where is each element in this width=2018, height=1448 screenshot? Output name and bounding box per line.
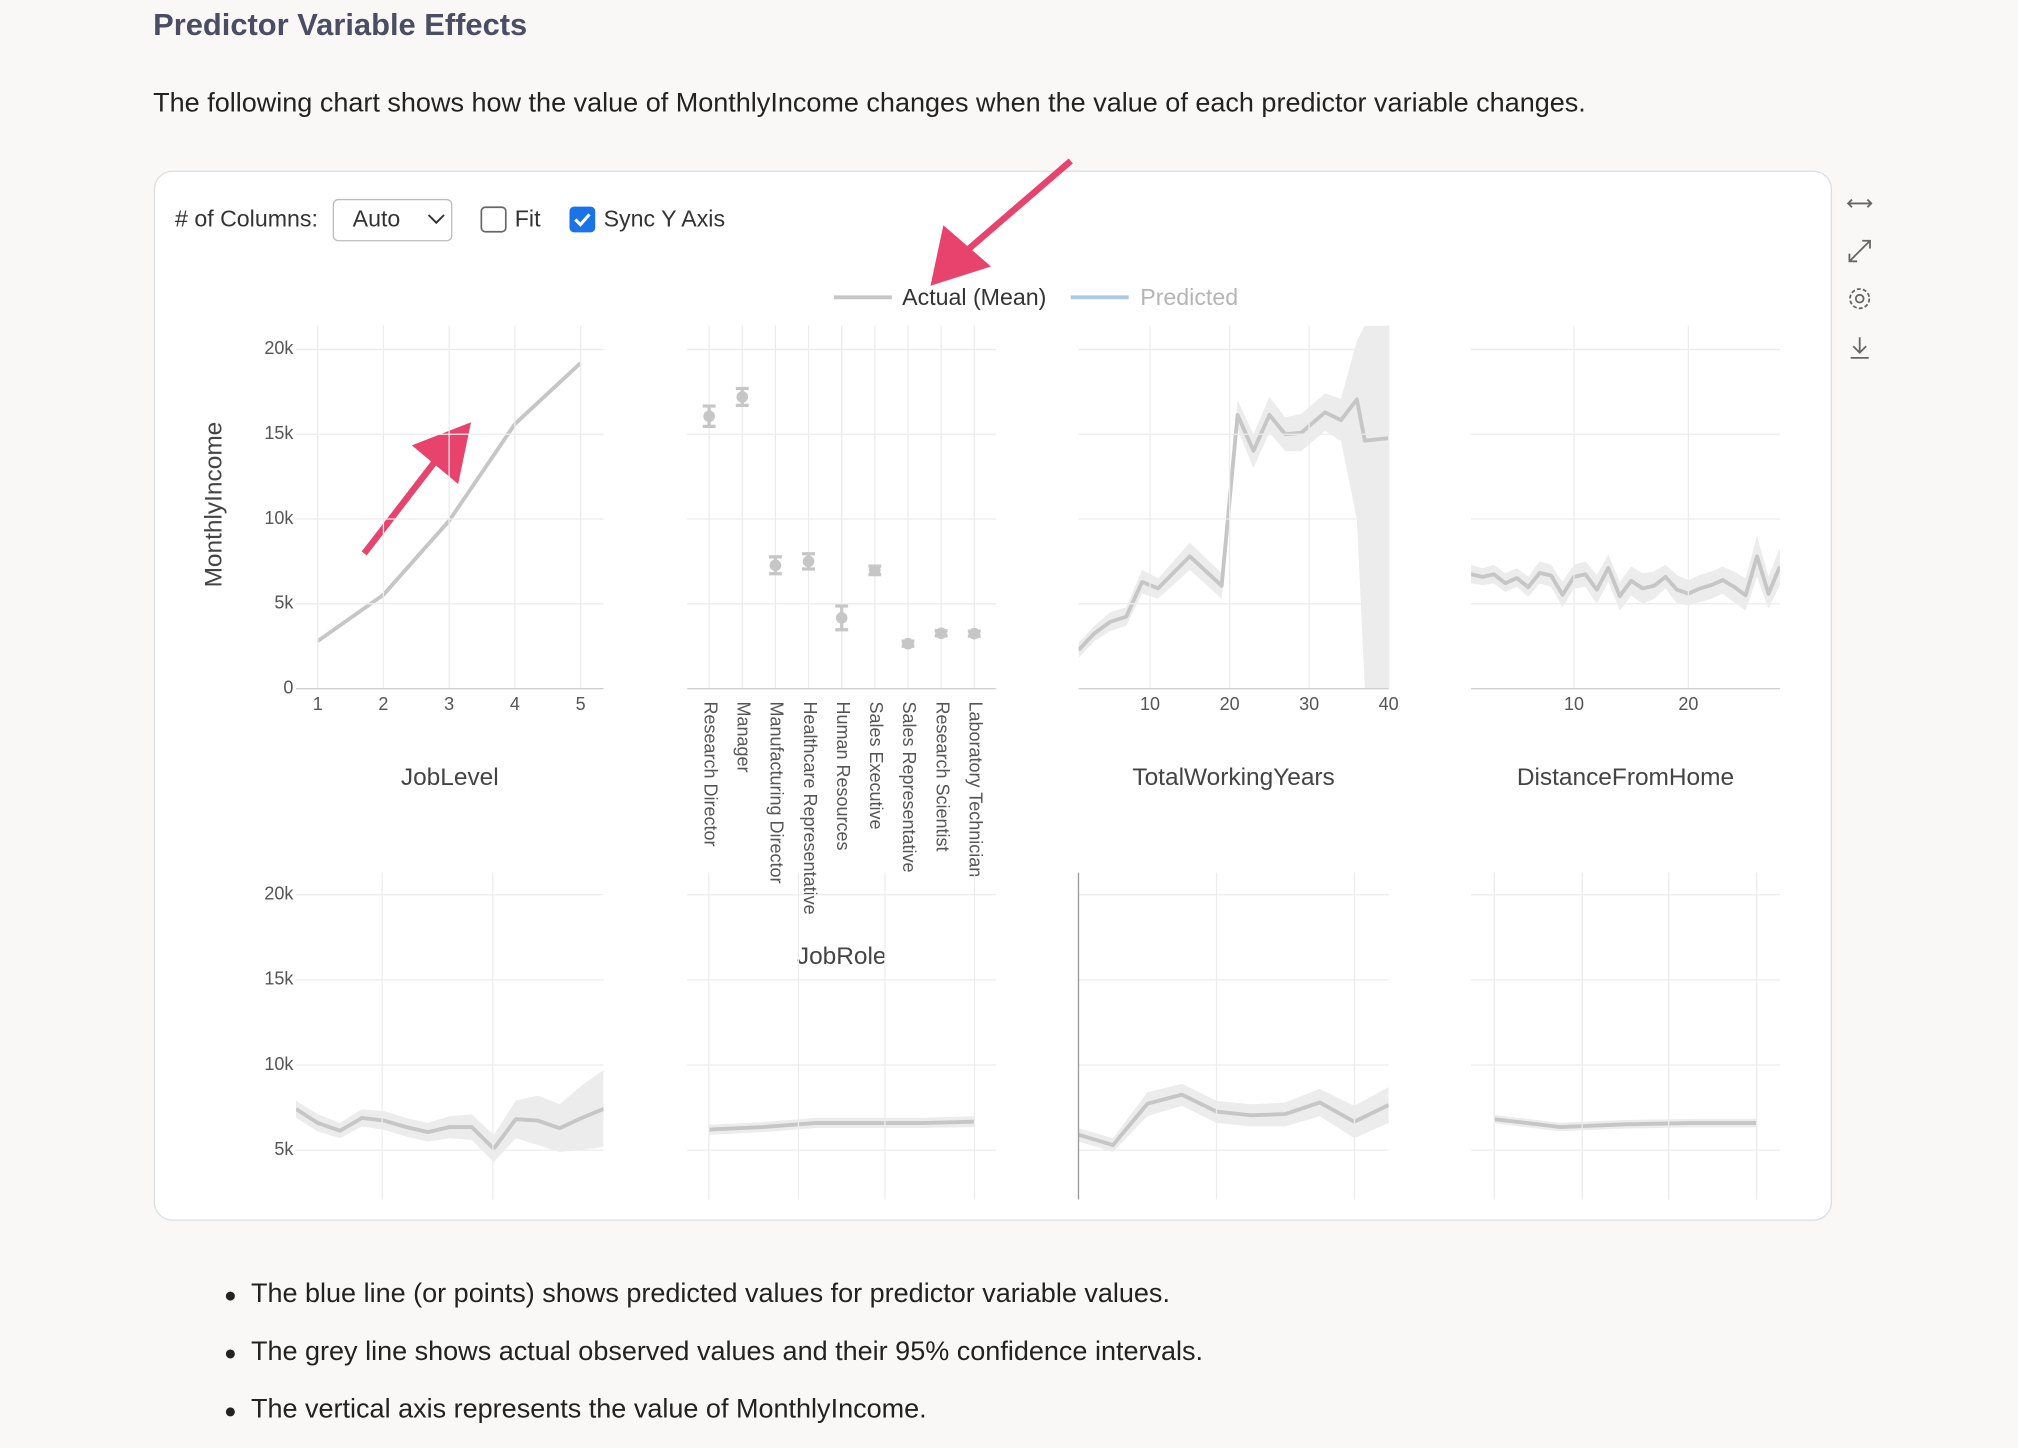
x-tick-label: 10 <box>1564 694 1584 714</box>
x-axis-title: TotalWorkingYears <box>1132 764 1334 791</box>
annotation-arrow <box>956 158 1073 260</box>
x-tick-label: 2 <box>378 694 388 714</box>
download-icon[interactable] <box>1850 337 1869 359</box>
checkbox-box[interactable] <box>569 206 596 233</box>
mean-point <box>869 564 881 577</box>
actual-line <box>1471 554 1780 599</box>
x-category-label: Research Director <box>700 701 720 846</box>
y-tick-label: 15k <box>264 969 294 989</box>
mean-point <box>736 391 749 403</box>
select-value[interactable]: Auto <box>353 205 401 231</box>
bullet-text: The grey line shows actual observed valu… <box>251 1336 1203 1366</box>
settings-icon[interactable] <box>1854 293 1865 304</box>
x-tick-label: 20 <box>1220 694 1240 714</box>
y-tick-label: 5k <box>274 593 294 613</box>
actual-line <box>1493 1117 1757 1129</box>
y-tick-label: 10k <box>264 1054 294 1074</box>
confidence-band <box>1078 325 1389 689</box>
section-title: Predictor Variable Effects <box>153 7 527 42</box>
mean-point <box>835 612 848 624</box>
y-axis-title: MonthlyIncome <box>200 422 227 588</box>
subplot <box>702 325 981 689</box>
bullet-text: The vertical axis represents the value o… <box>251 1394 927 1424</box>
x-tick-label: 4 <box>510 694 520 714</box>
bullet <box>225 1291 235 1301</box>
columns-label: # of Columns: <box>175 205 318 231</box>
mean-point <box>769 559 782 572</box>
x-tick-label: 20 <box>1678 694 1698 714</box>
section-description: The following chart shows how the value … <box>153 87 1586 117</box>
x-tick-label: 10 <box>1140 694 1160 714</box>
actual-line <box>1078 1092 1389 1147</box>
mean-point <box>802 555 815 568</box>
x-category-label: Sales Representative <box>899 701 919 872</box>
y-tick-label: 5k <box>274 1139 294 1159</box>
mean-point <box>902 637 914 650</box>
mean-point <box>968 627 981 640</box>
bullet <box>225 1349 235 1359</box>
checkbox-box[interactable] <box>480 206 507 233</box>
fit-label[interactable]: Fit <box>515 205 541 231</box>
bullet-text: The blue line (or points) shows predicte… <box>251 1278 1170 1308</box>
y-tick-label: 20k <box>264 338 294 358</box>
x-category-label: Research Scientist <box>932 701 952 851</box>
confidence-band <box>1471 535 1780 611</box>
checkbox-check[interactable] <box>574 213 591 227</box>
x-axis-title: JobRole <box>797 943 887 970</box>
x-tick-label: 1 <box>313 694 323 714</box>
subplot <box>1471 535 1780 611</box>
actual-line <box>296 1107 604 1151</box>
sync-label[interactable]: Sync Y Axis <box>604 205 725 231</box>
subplot <box>1078 325 1389 689</box>
x-category-label: Human Resources <box>833 701 853 850</box>
bullet <box>225 1407 235 1417</box>
mean-point <box>935 627 947 640</box>
subplot <box>1493 1114 1757 1132</box>
subplot <box>709 1116 975 1135</box>
select-box[interactable] <box>332 198 453 242</box>
y-tick-label: 15k <box>264 423 294 443</box>
y-tick-label: 0 <box>283 677 293 697</box>
y-tick-label: 20k <box>264 884 294 904</box>
legend-label[interactable]: Predicted <box>1140 284 1238 310</box>
actual-line <box>709 1119 975 1132</box>
annotation-arrowhead <box>411 422 472 484</box>
fullscreen-icon[interactable] <box>1848 239 1871 263</box>
columns-select[interactable]: Auto <box>332 198 453 242</box>
x-tick-label: 3 <box>444 694 454 714</box>
x-category-label: Sales Executive <box>866 701 886 829</box>
x-category-label: Healthcare Representative <box>800 701 820 914</box>
confidence-band <box>709 1116 975 1135</box>
sync-checkbox[interactable] <box>569 206 596 233</box>
legend-label[interactable]: Actual (Mean) <box>902 284 1046 310</box>
x-tick-label: 30 <box>1299 694 1319 714</box>
annotation-arrowhead <box>930 225 991 286</box>
x-tick-label: 5 <box>576 694 586 714</box>
actual-line <box>1078 397 1389 652</box>
chart-panel <box>153 170 1833 1221</box>
x-axis-title: DistanceFromHome <box>1517 764 1734 791</box>
expand-width-icon[interactable] <box>1846 198 1873 208</box>
x-category-label: Manager <box>734 701 754 772</box>
subplot <box>1078 1083 1389 1152</box>
mean-point <box>703 410 715 423</box>
x-tick-label: 40 <box>1379 694 1399 714</box>
y-tick-label: 10k <box>264 508 294 528</box>
select-chevron[interactable] <box>427 214 445 225</box>
annotation-arrow <box>361 456 441 556</box>
fit-checkbox[interactable] <box>480 206 507 233</box>
x-axis-title: JobLevel <box>401 764 499 791</box>
settings-icon-ring[interactable] <box>1849 288 1871 310</box>
x-category-label: Manufacturing Director <box>767 701 787 883</box>
x-category-label: Laboratory Technician <box>966 701 986 877</box>
